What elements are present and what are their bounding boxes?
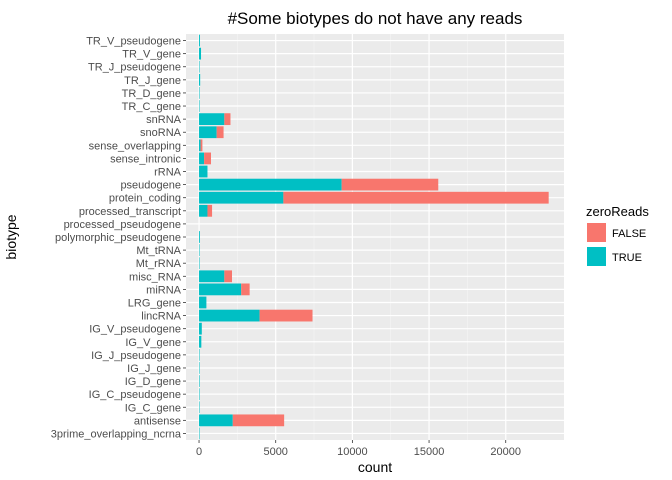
bar-true-protein-coding [199, 191, 284, 204]
y-tick-label: LRG_gene [128, 297, 181, 309]
legend-swatch-true [587, 247, 606, 266]
y-tick-label: TR_J_pseudogene [88, 62, 181, 74]
bar-true-polymorphic-pseudogene [199, 231, 200, 243]
x-tick-label: 5000 [263, 446, 287, 458]
y-tick-label: IG_C_gene [125, 402, 181, 414]
y-tick-label: lincRNA [141, 311, 181, 323]
y-tick-label: antisense [134, 415, 181, 427]
y-tick-label: TR_C_gene [122, 101, 181, 113]
bar-false-snorna [216, 126, 224, 139]
bar-true-ig-c-pseudogene [199, 388, 200, 401]
y-tick-label: snRNA [146, 114, 182, 126]
y-tick-label: misc_RNA [129, 271, 182, 283]
bar-true-tr-j-pseudogene [199, 60, 200, 73]
y-tick-label: TR_D_gene [122, 88, 181, 100]
bar-true-tr-c-gene [199, 100, 200, 112]
bar-true-ig-j-pseudogene [199, 348, 200, 361]
y-tick-label: pseudogene [120, 180, 181, 192]
legend: zeroReads FALSE TRUE [586, 204, 649, 266]
y-tick-label: 3prime_overlapping_ncrna [51, 428, 182, 440]
bar-true-ig-j-gene [199, 362, 200, 374]
y-tick-label: snoRNA [140, 127, 182, 139]
bar-false-sense-overlapping [200, 139, 203, 152]
bar-true-tr-v-gene [199, 47, 202, 60]
y-tick-label: processed_pseudogene [64, 219, 181, 231]
y-tick-label: TR_V_pseudogene [86, 36, 181, 48]
bar-true-processed-transcript [199, 204, 208, 217]
bar-true-mirna [199, 283, 242, 296]
bars [199, 34, 549, 440]
bar-true-snrna [199, 113, 225, 126]
bar-true-antisense [199, 414, 233, 427]
y-tick-label: miRNA [146, 284, 181, 296]
bar-false-sense-intronic [204, 152, 211, 165]
bar-false-lincrna [259, 309, 313, 322]
bar-true-tr-v-pseudogene [199, 34, 200, 47]
legend-swatch-false [587, 223, 606, 242]
y-tick-label: TR_V_gene [122, 49, 181, 61]
bar-true-mt-trna [199, 244, 200, 256]
bar-false-protein-coding [283, 191, 549, 204]
y-tick-label: IG_J_gene [127, 363, 181, 375]
bar-true-sense-overlapping [199, 139, 201, 152]
bar-true-tr-j-gene [199, 73, 201, 86]
y-tick-label: TR_J_gene [124, 75, 181, 87]
bar-false-mirna [241, 283, 250, 296]
y-tick-label: sense_overlapping [89, 140, 181, 152]
bar-true-pseudogene [199, 178, 342, 191]
legend-label-false: FALSE [612, 228, 646, 240]
x-axis-ticks: 0 5000 10000 15000 20000 [196, 440, 521, 458]
bar-true-tr-d-gene [199, 87, 200, 99]
bar-true-lincrna [199, 309, 260, 322]
y-tick-label: sense_intronic [110, 153, 181, 165]
bar-true-rrna [199, 165, 208, 178]
bar-true-misc-rna [199, 270, 225, 283]
bar-true-ig-d-gene [199, 375, 200, 387]
y-tick-label: protein_coding [109, 193, 181, 205]
y-axis-ticks: 3prime_overlapping_ncrnaantisenseIG_C_ge… [51, 36, 186, 440]
y-tick-label: rRNA [154, 167, 182, 179]
bar-false-processed-transcript [207, 204, 213, 217]
bar-true-lrg-gene [199, 296, 207, 309]
bar-false-snrna [224, 113, 231, 126]
bar-true-snorna [199, 126, 217, 139]
x-tick-label: 15000 [414, 446, 445, 458]
bar-false-pseudogene [341, 178, 439, 191]
y-tick-label: IG_V_pseudogene [89, 324, 181, 336]
y-tick-label: IG_J_pseudogene [91, 350, 181, 362]
y-tick-label: polymorphic_pseudogene [55, 232, 181, 244]
bar-true-ig-v-pseudogene [199, 322, 202, 335]
bar-true-sense-intronic [199, 152, 205, 165]
y-tick-label: IG_C_pseudogene [89, 389, 181, 401]
y-tick-label: Mt_tRNA [136, 245, 181, 257]
legend-label-true: TRUE [612, 252, 642, 264]
x-tick-label: 20000 [490, 446, 521, 458]
bar-true-3prime-overlapping-ncrna [199, 427, 200, 440]
y-tick-label: processed_transcript [79, 206, 181, 218]
y-axis-title: biotype [3, 214, 19, 259]
x-axis-title: count [358, 459, 392, 475]
bar-false-antisense [232, 414, 285, 427]
bar-true-ig-v-gene [199, 335, 202, 348]
y-tick-label: Mt_rRNA [136, 258, 182, 270]
bar-true-ig-c-gene [199, 401, 200, 414]
bar-true-mt-rrna [199, 257, 200, 270]
bar-false-misc-rna [224, 270, 233, 283]
x-tick-label: 0 [196, 446, 202, 458]
legend-title: zeroReads [586, 204, 649, 219]
x-tick-label: 10000 [337, 446, 368, 458]
y-tick-label: IG_D_gene [125, 376, 181, 388]
y-tick-label: IG_V_gene [125, 337, 181, 349]
chart-title: #Some biotypes do not have any reads [228, 9, 523, 28]
major-gridlines [186, 34, 564, 440]
